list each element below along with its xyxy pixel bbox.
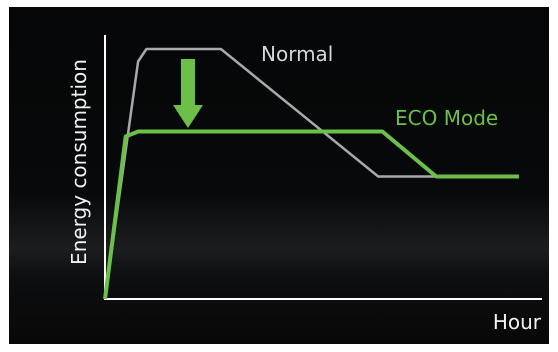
- series-line-eco: [103, 129, 519, 300]
- y-axis-label: Energy consumption: [67, 59, 91, 265]
- x-axis-label: Hour: [493, 310, 542, 334]
- axes: [104, 35, 542, 300]
- series-group: [103, 47, 519, 300]
- energy-chart: Energy consumption Hour Normal ECO Mode: [67, 35, 542, 334]
- series-label-eco: ECO Mode: [395, 106, 498, 130]
- chart-frame: Energy consumption Hour Normal ECO Mode: [9, 7, 549, 344]
- series-line-normal: [103, 47, 519, 300]
- series-label-normal: Normal: [261, 42, 333, 66]
- reduction-arrow-icon: [173, 59, 203, 128]
